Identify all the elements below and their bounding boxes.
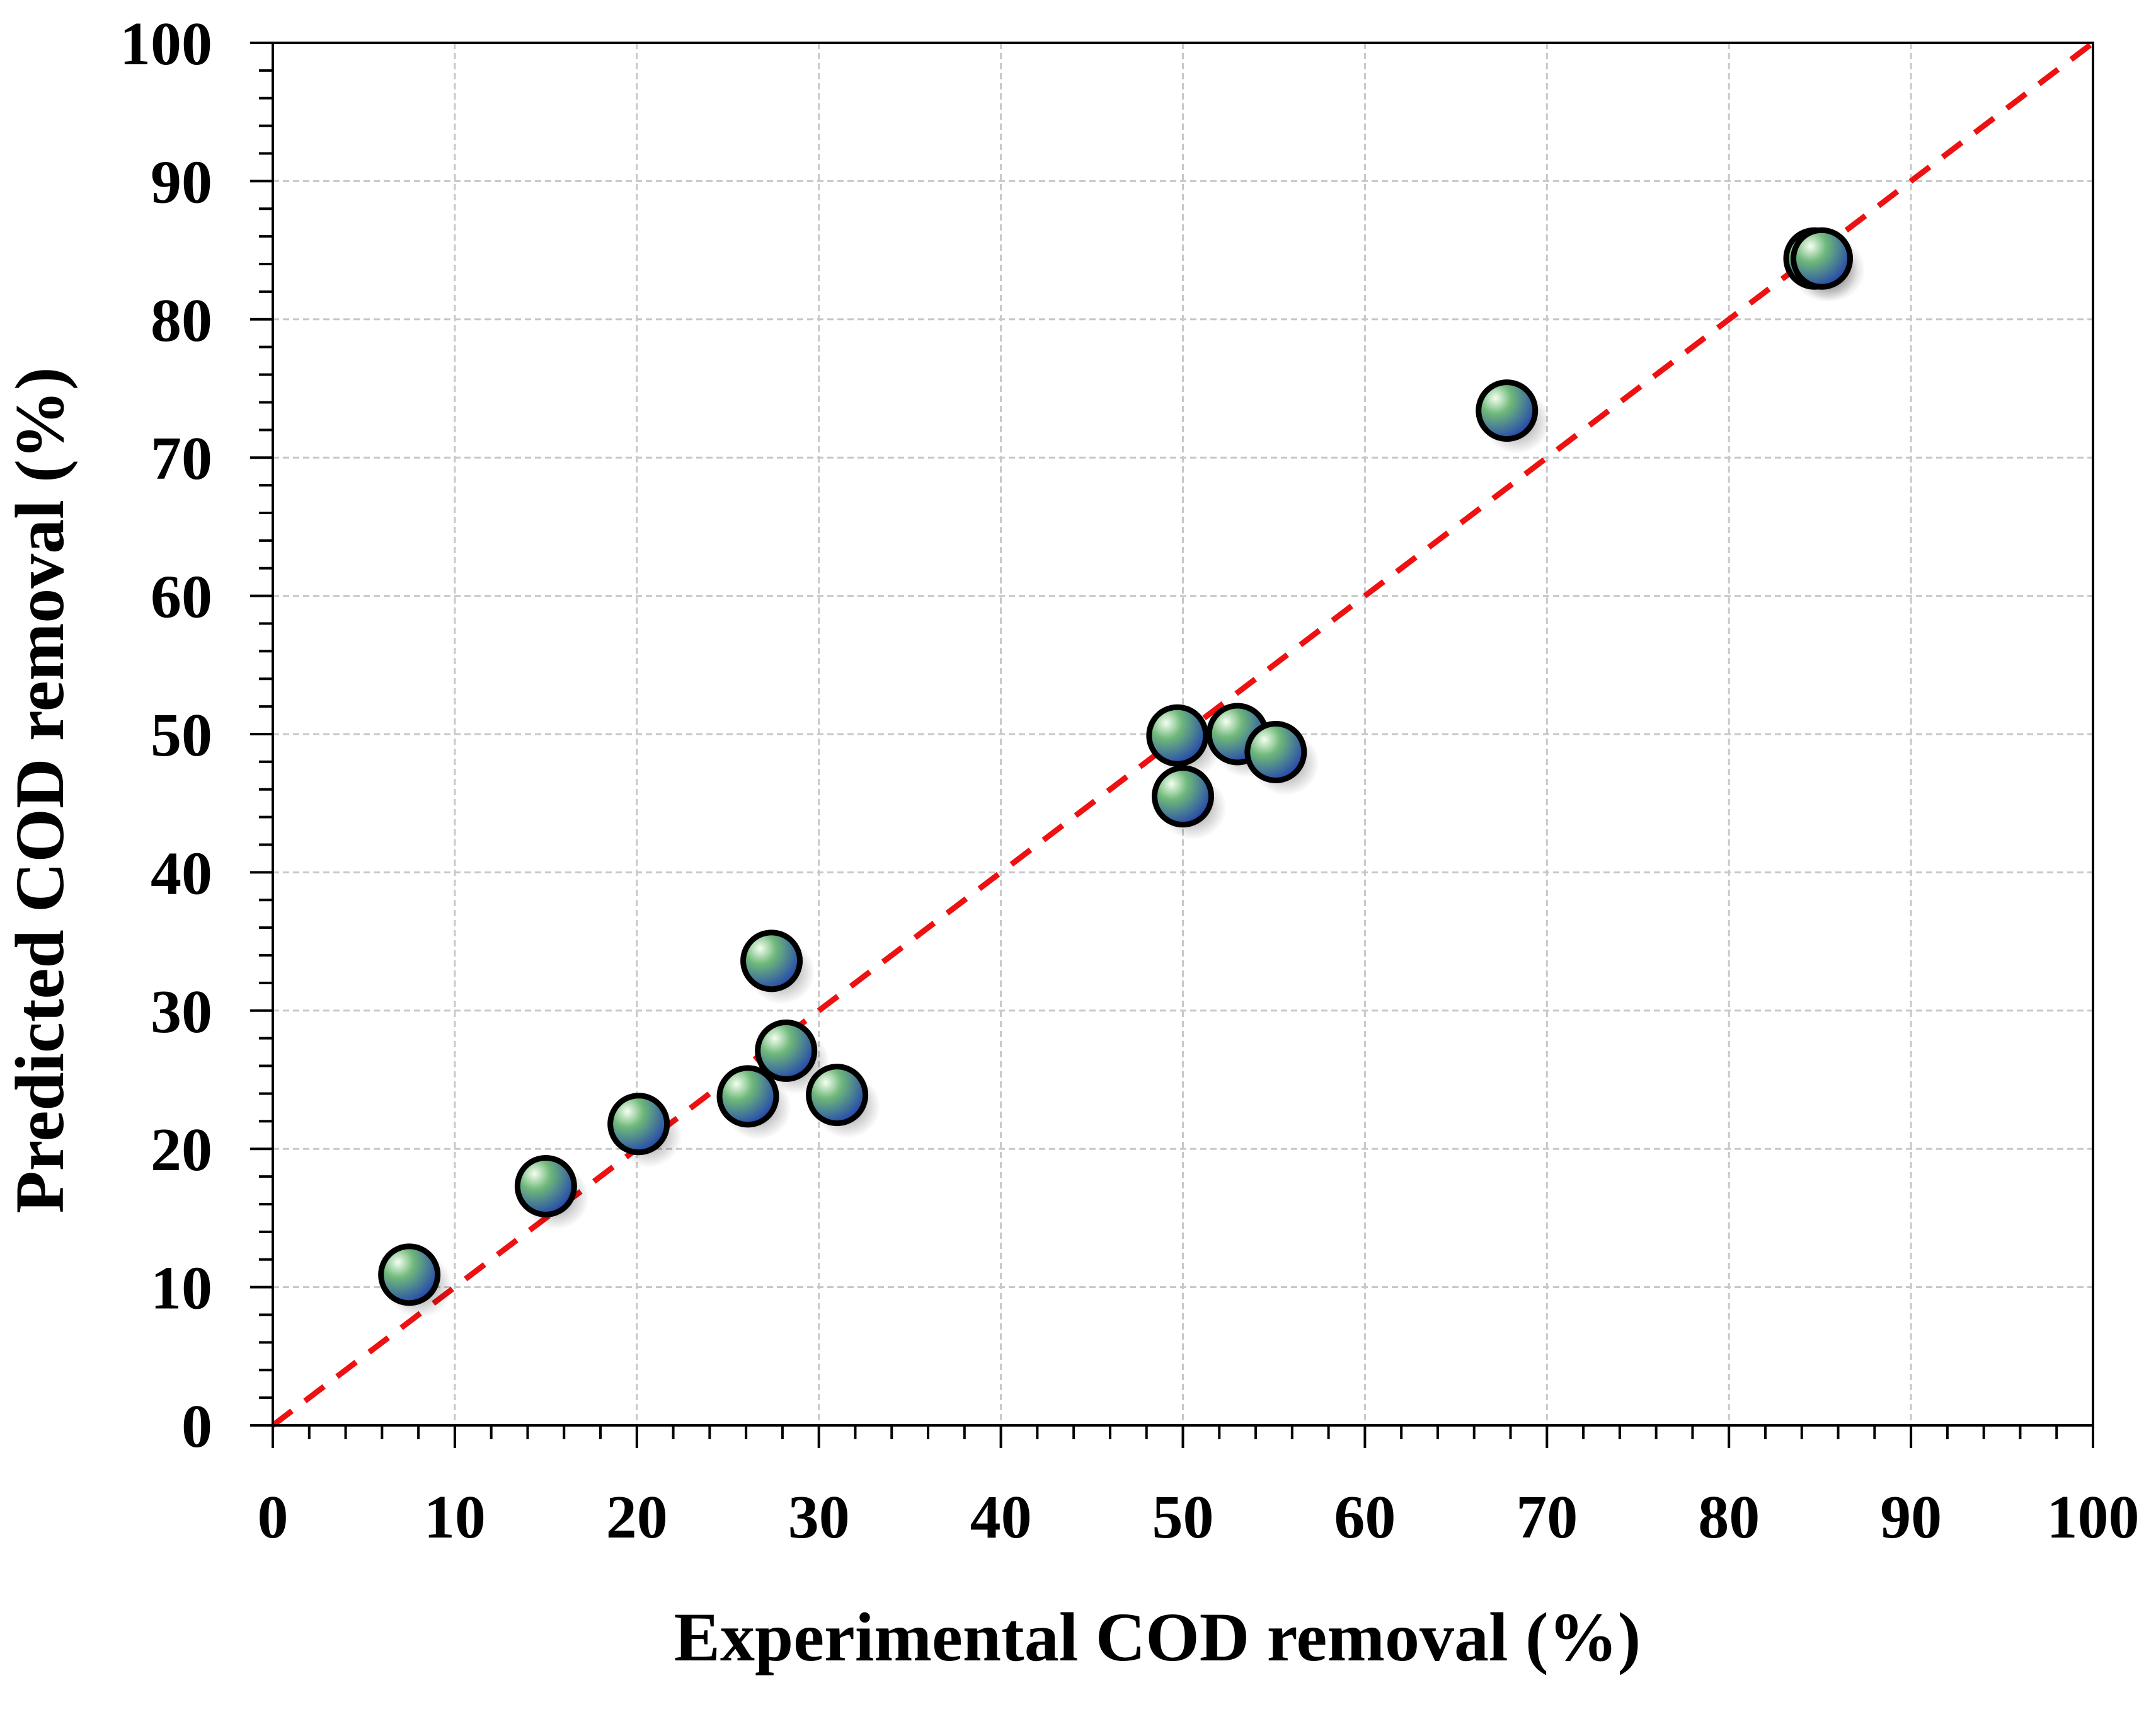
y-tick-label: 70: [151, 425, 212, 493]
x-tick-label: 80: [1698, 1483, 1760, 1551]
data-point: [716, 1065, 792, 1140]
y-tick-label: 60: [151, 563, 212, 631]
y-tick-label: 50: [151, 701, 212, 769]
tick-labels: 0 10 20 30 40 50 60 70 80 90 100 0 10 20 30 40 50 60 70 80 9…: [120, 10, 2140, 1551]
data-point: [1244, 721, 1319, 796]
x-tick-label: 60: [1334, 1483, 1396, 1551]
x-tick-label: 90: [1880, 1483, 1942, 1551]
x-tick-label: 100: [2047, 1483, 2140, 1551]
grid-lines: [273, 43, 2093, 1425]
data-point: [1476, 379, 1551, 454]
data-point-marker: [755, 1019, 818, 1082]
data-point: [740, 929, 815, 1004]
data-point-marker: [1791, 227, 1854, 290]
data-point-marker: [1244, 721, 1307, 784]
y-tick-label: 0: [181, 1393, 212, 1461]
axes: [250, 42, 2094, 1448]
data-point: [1791, 227, 1866, 302]
data-point-marker: [514, 1154, 577, 1217]
y-tick-label: 100: [120, 10, 212, 78]
y-tick-label: 40: [151, 839, 212, 907]
data-point-marker: [716, 1065, 779, 1128]
x-tick-label: 70: [1516, 1483, 1578, 1551]
y-axis-title: Predicted COD removal (%): [1, 367, 78, 1213]
x-tick-label: 0: [258, 1483, 289, 1551]
data-point: [378, 1243, 453, 1318]
data-point-marker: [1476, 379, 1539, 442]
y-tick-label: 20: [151, 1116, 212, 1184]
data-point: [1146, 704, 1221, 779]
data-point-marker: [1152, 765, 1214, 828]
data-point: [514, 1154, 590, 1230]
y-tick-label: 80: [151, 287, 212, 355]
data-point-marker: [740, 929, 803, 992]
x-axis-title: Experimental COD removal (%): [674, 1599, 1641, 1676]
y-tick-label: 90: [151, 148, 212, 216]
data-point: [1152, 765, 1227, 840]
x-tick-label: 20: [606, 1483, 668, 1551]
data-point: [806, 1064, 881, 1139]
x-tick-label: 30: [788, 1483, 850, 1551]
x-tick-label: 50: [1152, 1483, 1214, 1551]
data-point-marker: [378, 1243, 441, 1306]
data-point: [607, 1093, 682, 1168]
x-tick-label: 40: [970, 1483, 1032, 1551]
data-points: [378, 227, 1866, 1318]
data-point-marker: [1146, 704, 1209, 767]
data-point-marker: [806, 1064, 869, 1127]
y-tick-label: 10: [151, 1255, 212, 1323]
data-point-marker: [607, 1093, 670, 1156]
x-tick-label: 10: [424, 1483, 486, 1551]
y-tick-label: 30: [151, 978, 212, 1046]
